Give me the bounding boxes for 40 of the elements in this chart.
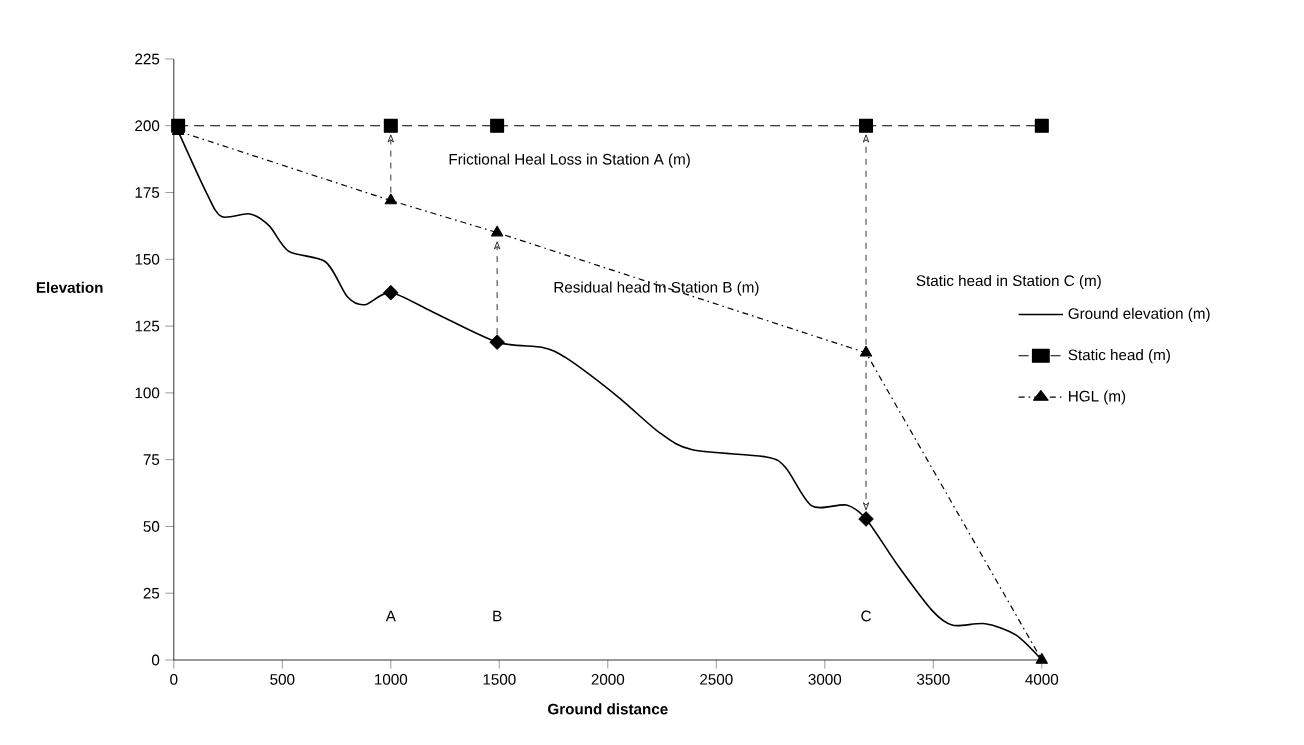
point <box>383 118 398 133</box>
y-tick-label: 225 <box>135 53 160 65</box>
x-tick-label: 1500 <box>483 673 516 685</box>
x-tick-label: 4000 <box>1025 673 1059 685</box>
y-tick-label: 200 <box>135 120 160 132</box>
annotation: Frictional Heal Loss in Station A (m) <box>449 153 690 168</box>
point <box>859 345 873 357</box>
x-tick-label: 3000 <box>808 673 842 685</box>
y-tick-label: 0 <box>151 654 160 666</box>
legend-label: HGL (m) <box>1069 390 1126 405</box>
x-tick-label: 2000 <box>591 673 625 685</box>
annotation: B <box>493 610 502 622</box>
legend-label: Ground elevation (m) <box>1068 307 1210 322</box>
y-tick-label: 100 <box>135 387 160 399</box>
point <box>383 284 399 301</box>
point <box>1034 118 1049 133</box>
y-tick-label: 75 <box>143 454 160 465</box>
y-tick-label: 150 <box>135 253 160 265</box>
annotation: A <box>385 610 396 622</box>
point <box>490 118 505 133</box>
x-tick-label: 0 <box>170 673 178 685</box>
annotation: Static head in Station C (m) <box>916 274 1101 290</box>
y-tick-label: 25 <box>143 587 160 599</box>
annotation: C <box>861 610 871 622</box>
point <box>384 193 397 205</box>
x-tick-label: 2500 <box>700 673 733 685</box>
x-tick-label: 1000 <box>375 673 408 685</box>
point <box>859 118 874 133</box>
y-tick-label: 125 <box>135 320 160 332</box>
x-axis-title: Ground distance <box>548 703 668 715</box>
point <box>490 225 504 237</box>
y-tick-label: 175 <box>135 187 160 198</box>
x-tick-label: 3500 <box>916 673 950 685</box>
y-axis-title: Elevation <box>36 281 103 293</box>
y-tick-label: 50 <box>143 521 160 532</box>
x-tick-label: 500 <box>270 673 295 685</box>
point <box>858 511 874 527</box>
point <box>489 334 505 350</box>
legend-label: Static head (m) <box>1068 349 1170 364</box>
annotation: Residual head in Station B (m) <box>554 281 759 296</box>
